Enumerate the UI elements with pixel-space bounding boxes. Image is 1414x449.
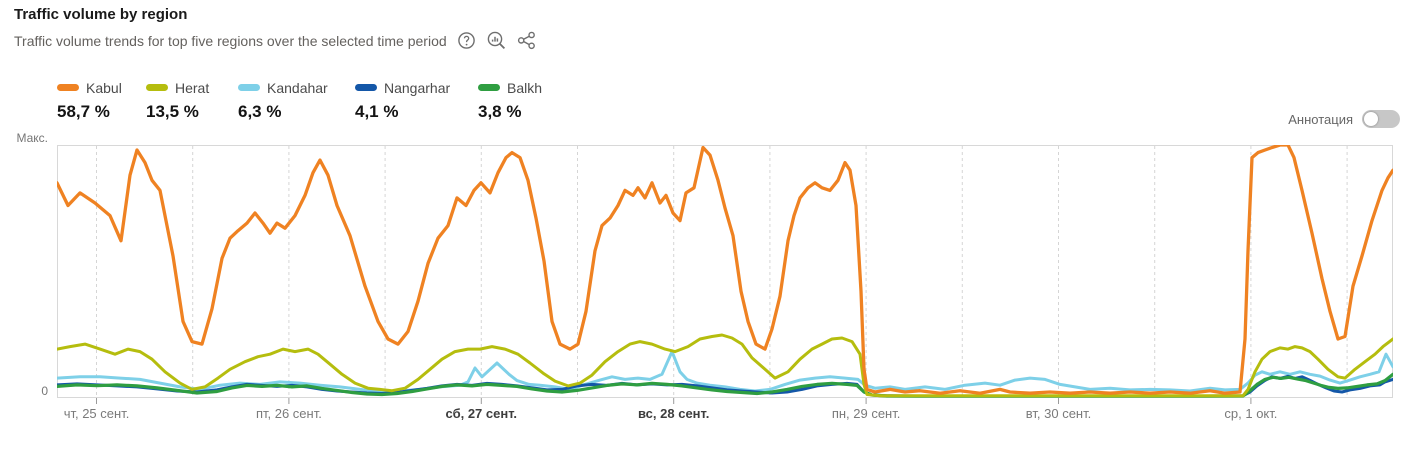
x-axis-label: ср, 1 окт. <box>1224 406 1277 421</box>
series-line-herat <box>57 333 1393 398</box>
x-axis-label: пт, 26 сент. <box>256 406 322 421</box>
y-axis-max-label: Макс. <box>16 131 48 145</box>
subtitle: Traffic volume trends for top five regio… <box>14 32 447 49</box>
series-line-balkh <box>57 372 1393 398</box>
legend-name: Herat <box>175 79 210 96</box>
legend-item-nangarhar[interactable]: Nangarhar 4,1 % <box>355 79 478 122</box>
toggle-knob <box>1364 112 1378 126</box>
legend-swatch-kandahar <box>238 84 260 91</box>
legend-name: Balkh <box>507 79 543 96</box>
share-icon[interactable] <box>516 30 537 51</box>
legend-name: Nangarhar <box>384 79 451 96</box>
explore-data-icon[interactable] <box>486 30 507 51</box>
legend-head: Balkh <box>478 79 548 96</box>
x-axis-label: вт, 30 сент. <box>1026 406 1091 421</box>
legend-swatch-kabul <box>57 84 79 91</box>
legend-item-herat[interactable]: Herat 13,5 % <box>146 79 238 122</box>
x-axis-label: вс, 28 сент. <box>638 406 709 421</box>
legend-value: 4,1 % <box>355 102 399 121</box>
legend-swatch-herat <box>146 84 168 91</box>
chart-legend: Kabul 58,7 % Herat 13,5 % Kandahar 6,3 % Nanga… <box>57 79 548 122</box>
legend-item-balkh[interactable]: Balkh 3,8 % <box>478 79 548 122</box>
legend-head: Kabul <box>57 79 146 96</box>
legend-value: 6,3 % <box>238 102 282 121</box>
legend-head: Kandahar <box>238 79 355 96</box>
legend-value: 58,7 % <box>57 102 110 121</box>
line-chart[interactable]: чт, 25 сент. пт, 26 сент. сб, 27 сент. вс, … <box>57 145 1393 423</box>
x-axis-label: чт, 25 сент. <box>64 406 130 421</box>
legend-item-kabul[interactable]: Kabul 58,7 % <box>57 79 146 122</box>
legend-swatch-nangarhar <box>355 84 377 91</box>
legend-value: 3,8 % <box>478 102 522 121</box>
annotation-toggle[interactable] <box>1362 110 1400 128</box>
legend-name: Kandahar <box>267 79 328 96</box>
subtitle-row: Traffic volume trends for top five regio… <box>14 30 537 51</box>
legend-head: Herat <box>146 79 238 96</box>
y-axis-zero-label: 0 <box>41 384 48 398</box>
series-line-kabul <box>57 145 1393 395</box>
annotation-label: Аннотация <box>1288 111 1353 127</box>
legend-name: Kabul <box>86 79 122 96</box>
x-axis-label: пн, 29 сент. <box>832 406 901 421</box>
legend-item-kandahar[interactable]: Kandahar 6,3 % <box>238 79 355 122</box>
legend-value: 13,5 % <box>146 102 199 121</box>
x-axis-label: сб, 27 сент. <box>446 406 518 421</box>
page-title: Traffic volume by region <box>14 6 188 23</box>
legend-swatch-balkh <box>478 84 500 91</box>
legend-head: Nangarhar <box>355 79 478 96</box>
annotation-control: Аннотация <box>1288 110 1400 128</box>
help-icon[interactable] <box>456 30 477 51</box>
